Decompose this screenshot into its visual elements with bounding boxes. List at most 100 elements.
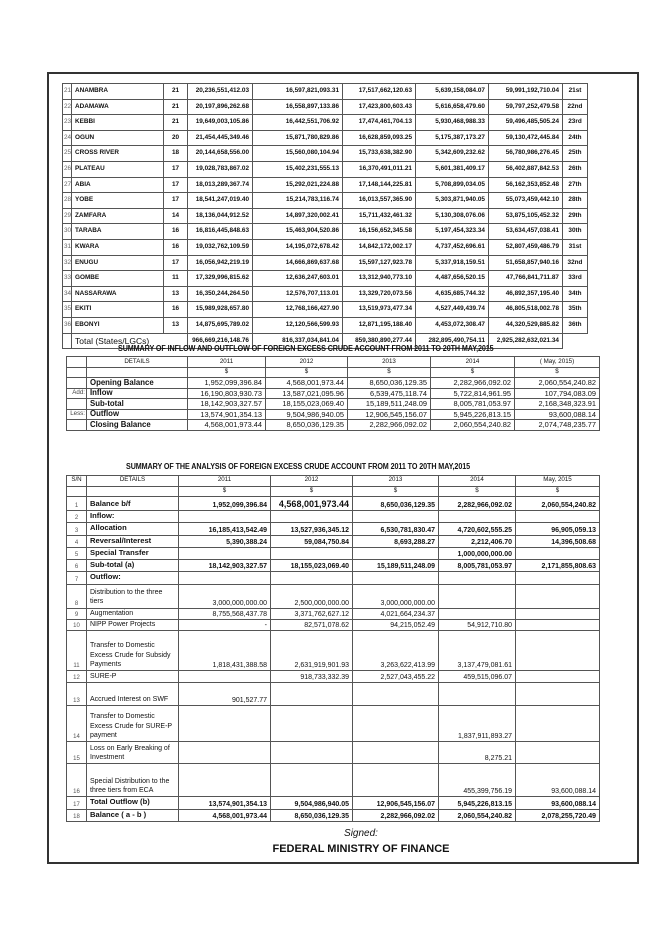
total-value: 59,797,252,479.58 (488, 98, 563, 116)
table-row: 32 ENUGU 17 16,056,942,219.19 14,666,869,637… (62, 254, 588, 272)
value-2011: 20,197,896,262.68 (187, 98, 253, 116)
value-2013: 16,628,859,093.25 (342, 129, 416, 147)
total-value: 52,807,459,486.79 (488, 238, 563, 256)
row-value: 2,527,043,455.22 (352, 670, 439, 684)
row-value (178, 546, 271, 561)
value-2013: 17,423,800,603.43 (342, 98, 416, 116)
value-2011: 16,816,445,848.63 (187, 223, 253, 240)
lgc-count: 13 (163, 316, 188, 334)
header-row: S/N DETAILS 2011 2012 2013 2014 May, 2015 (66, 475, 600, 487)
row-value: 2,282,966,092.02 (352, 808, 439, 822)
row-value: 6,539,475,118.74 (347, 387, 431, 399)
rank: 29th (562, 207, 588, 225)
state-allocation-table: 21 ANAMBRA 21 20,236,551,412.03 16,597,821,0… (62, 83, 588, 350)
serial-number: 35 (62, 301, 72, 318)
row-value: 5,722,814,961.95 (430, 387, 515, 399)
row-value: 6,530,781,830.47 (352, 522, 439, 536)
value-2012: 14,666,869,637.68 (252, 254, 343, 272)
value-2014: 5,616,658,479.60 (415, 98, 489, 116)
row-value: 15,189,511,248.09 (352, 558, 439, 573)
row-value: 59,084,750.84 (270, 534, 353, 548)
total-value: 53,875,105,452.32 (488, 207, 563, 225)
row-value: 2,631,919,901.93 (270, 630, 353, 672)
state-name: KEBBI (71, 114, 164, 131)
table-row: 27 ABIA 17 18,013,289,367.74 15,292,021,224.… (62, 176, 588, 194)
serial-number: 23 (62, 114, 72, 131)
value-2011: 18,541,247,019.40 (187, 192, 253, 209)
value-2014: 5,175,387,173.27 (415, 129, 489, 147)
value-2014: 5,303,871,940.05 (415, 192, 489, 209)
row-label: NIPP Power Projects (86, 618, 179, 632)
column-header: 2014 (430, 356, 515, 368)
currency-symbol: $ (347, 366, 431, 378)
value-2012: 14,897,320,002.41 (252, 207, 343, 225)
state-name: EKITI (71, 301, 164, 318)
row-value (515, 705, 600, 743)
serial-number: 32 (62, 254, 72, 272)
row-value (352, 571, 439, 585)
row-label: Opening Balance (86, 377, 188, 389)
row-value (178, 741, 271, 765)
rank: 33rd (562, 270, 588, 287)
table-row: 33 GOMBE 11 17,329,996,815.62 12,636,247,603… (62, 270, 588, 287)
row-value: 18,155,023,069.40 (270, 558, 353, 573)
table-row: 8 Distribution to the three tiers 3,000,00… (66, 583, 600, 609)
row-value: 2,282,966,092.02 (430, 377, 515, 389)
table-row: 28 YOBE 17 18,541,247,019.40 15,214,783,116.… (62, 192, 588, 209)
row-value (515, 670, 600, 684)
serial-number: 17 (66, 796, 87, 810)
rank: 35th (562, 301, 588, 318)
row-value (515, 630, 600, 672)
state-name: ABIA (71, 176, 164, 194)
table-row: 15 Loss on Early Breaking of Investment 8,… (66, 741, 600, 765)
row-value: 8,275.21 (438, 741, 516, 765)
row-value (270, 571, 353, 585)
row-value (515, 741, 600, 765)
state-name: ZAMFARA (71, 207, 164, 225)
serial-number: 2 (66, 509, 87, 524)
row-value (178, 670, 271, 684)
rank: 21st (562, 83, 588, 100)
serial-number: 36 (62, 316, 72, 334)
serial-number: 15 (66, 741, 87, 765)
row-value: 8,650,036,129.35 (270, 808, 353, 822)
row-value: 8,005,781,053.97 (430, 398, 515, 410)
value-2012: 16,442,551,706.92 (252, 114, 343, 131)
row-value: 2,060,554,240.82 (514, 377, 600, 389)
value-2012: 14,195,072,678.42 (252, 238, 343, 256)
state-name: ADAMAWA (71, 98, 164, 116)
serial-number: 6 (66, 558, 87, 573)
row-label: Transfer to Domestic Excess Crude for Su… (86, 630, 179, 672)
row-value: 8,693,288.27 (352, 534, 439, 548)
total-value: 56,780,986,276.45 (488, 145, 563, 162)
table-row: 12 SURE-P 918,733,332.39 2,527,043,455.22 45… (66, 670, 600, 684)
column-header: 2013 (347, 356, 431, 368)
row-value (178, 763, 271, 798)
row-value: 96,905,059.13 (515, 522, 600, 536)
total-value: 47,766,841,711.87 (488, 270, 563, 287)
serial-number: 10 (66, 618, 87, 632)
row-value: 4,568,001,973.44 (265, 377, 348, 389)
rank: 32nd (562, 254, 588, 272)
row-value: 93,600,088.14 (515, 796, 600, 810)
table-row: 21 ANAMBRA 21 20,236,551,412.03 16,597,821,0… (62, 83, 588, 100)
row-value: 8,755,568,437.78 (178, 607, 271, 620)
row-value (270, 682, 353, 707)
row-label: Balance ( a - b ) (86, 808, 179, 822)
value-2011: 16,350,244,264.50 (187, 285, 253, 303)
rank: 26th (562, 160, 588, 178)
value-2011: 16,056,942,219.19 (187, 254, 253, 272)
row-value (178, 705, 271, 743)
row-label: Total Outflow (b) (86, 796, 179, 810)
row-value (438, 607, 516, 620)
lgc-count: 13 (163, 285, 188, 303)
table-row: 31 KWARA 16 19,032,762,109.59 14,195,072,678… (62, 238, 588, 256)
state-name: YOBE (71, 192, 164, 209)
table-row: 1 Balance b/f 1,952,099,396.84 4,568,001,97… (66, 496, 600, 511)
value-2013: 13,519,973,477.34 (342, 301, 416, 318)
table-row: Sub-total 18,142,903,327.57 18,155,023,069… (66, 398, 600, 410)
state-name: NASSARAWA (71, 285, 164, 303)
value-2014: 5,930,468,988.33 (415, 114, 489, 131)
table-row: 17 Total Outflow (b) 13,574,901,354.13 9,50… (66, 796, 600, 810)
serial-number: 34 (62, 285, 72, 303)
